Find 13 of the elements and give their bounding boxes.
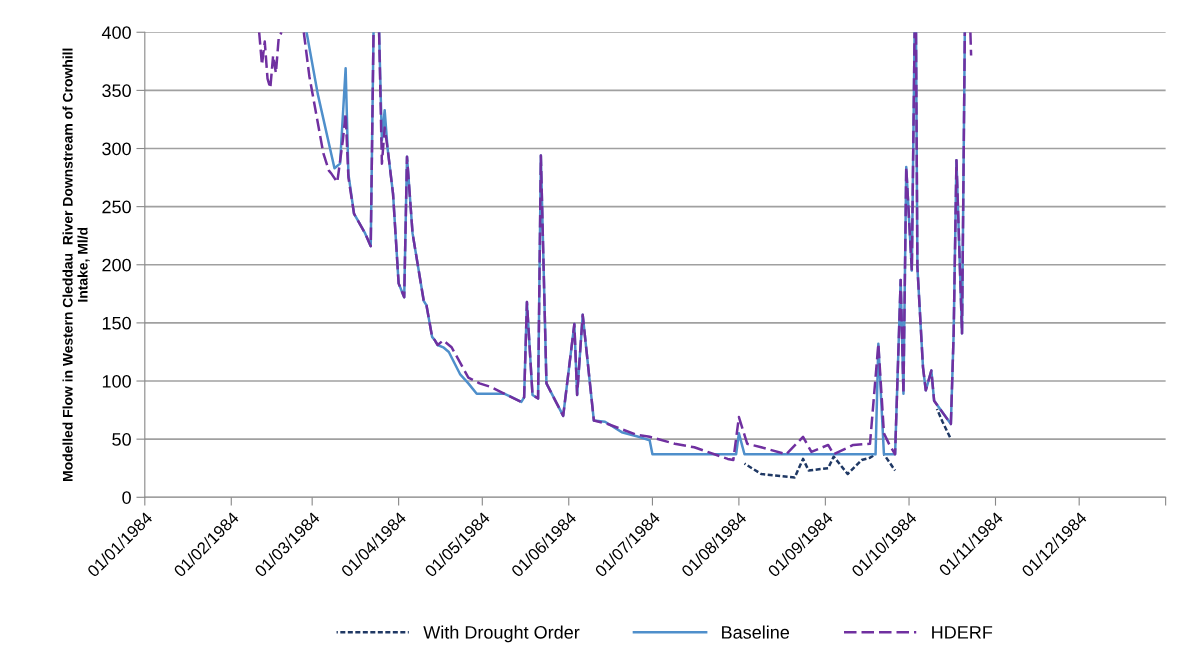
y-tick-label: 350 (102, 84, 131, 98)
y-tick-label: 150 (102, 316, 131, 330)
legend-label: With Drought Order (423, 625, 580, 643)
y-tick-label: 300 (102, 142, 131, 156)
y-tick-label: 200 (102, 258, 131, 272)
legend-label: Baseline (722, 625, 790, 639)
y-tick-label: 0 (122, 491, 131, 504)
y-axis-title: Modelled Flow in Western Cleddau River Downstream of Crowhill Intake, Ml/d (62, 48, 90, 481)
y-tick-label: 400 (101, 26, 131, 39)
legend-label: HDERF (932, 626, 993, 639)
y-tick-label: 50 (112, 433, 131, 446)
y-tick-label: 250 (102, 200, 131, 214)
y-tick-label: 100 (102, 374, 131, 388)
